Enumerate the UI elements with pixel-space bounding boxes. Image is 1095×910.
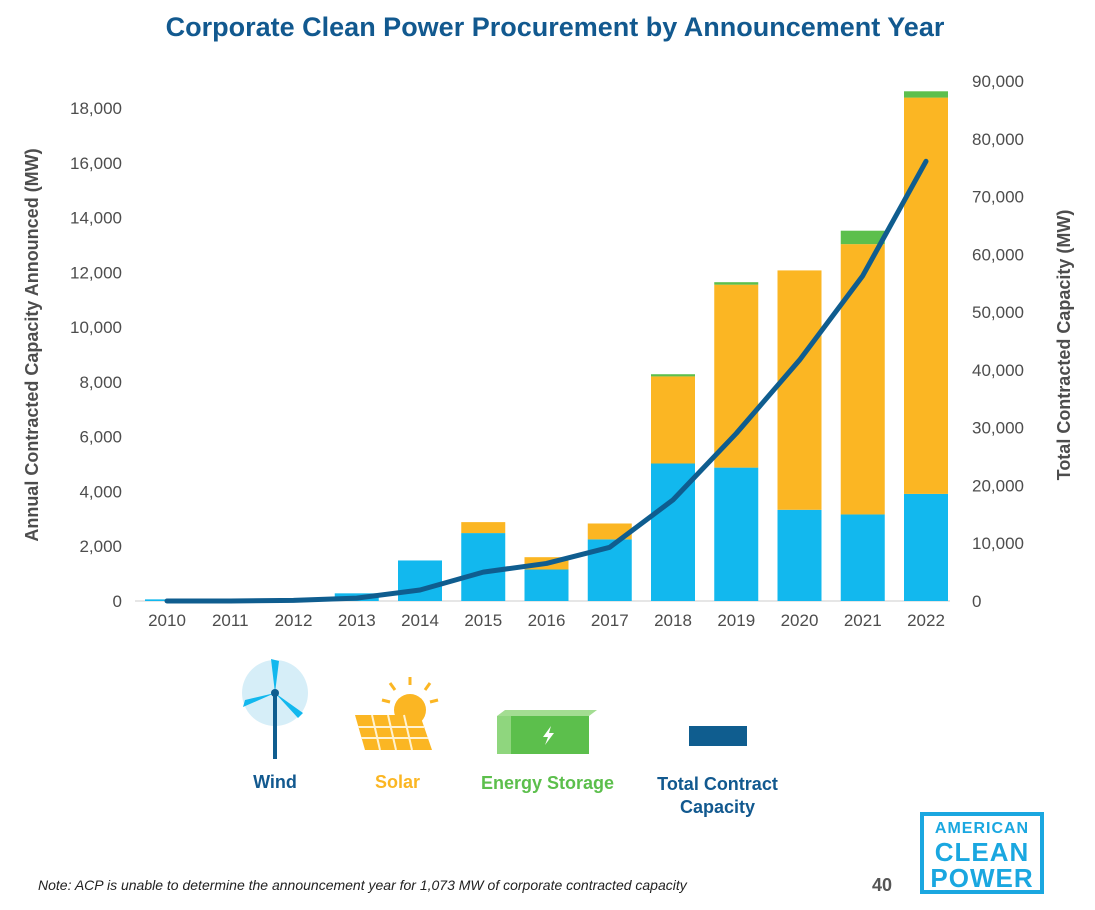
x-tick-label: 2018: [654, 611, 692, 630]
logo-line1: AMERICAN: [934, 820, 1030, 837]
logo-line3: POWER: [930, 863, 1034, 893]
y2-axis-title: Total Contracted Capacity (MW): [1054, 210, 1074, 481]
y-axis: 0 2,000 4,000 6,000 8,000 10,000 12,000 14,000 1…: [70, 99, 122, 611]
x-tick-label: 2021: [844, 611, 882, 630]
y2-tick-label: 80,000: [972, 130, 1024, 149]
x-tick-label: 2011: [212, 611, 249, 630]
bar-solar-2022: [904, 97, 948, 494]
y-tick-label: 6,000: [79, 428, 122, 447]
bar-energy-storage-2019: [714, 282, 759, 285]
legend-storage-icon: [497, 710, 597, 754]
bar-wind-2021: [840, 514, 885, 601]
total-line-group: [164, 158, 929, 604]
bar-solar-2020: [777, 270, 822, 510]
bar-wind-2016: [524, 569, 569, 601]
legend-total-label-line1: Total Contract: [657, 774, 778, 794]
bar-energy-storage-2022: [904, 91, 948, 98]
x-tick-label: 2020: [781, 611, 819, 630]
y2-tick-label: 40,000: [972, 361, 1024, 380]
legend-solar-label: Solar: [374, 772, 421, 792]
bar-energy-storage-2018: [651, 374, 695, 377]
bar-energy-storage-2021: [840, 230, 885, 245]
y2-axis: 0 10,000 20,000 30,000 40,000 50,000 60,000 70,…: [972, 72, 1024, 611]
x-tick-label: 2013: [338, 611, 376, 630]
legend-total-label: Total Contract Capacity: [640, 773, 795, 819]
bar-solar-2018: [651, 376, 695, 464]
legend-wind-label: Wind: [253, 772, 297, 792]
y2-tick-label: 90,000: [972, 72, 1024, 91]
x-tick-label: 2012: [275, 611, 313, 630]
y2-tick-label: 10,000: [972, 534, 1024, 553]
logo-line2: CLEAN: [934, 837, 1030, 867]
x-tick-label: 2019: [717, 611, 755, 630]
bar-solar-2017: [587, 523, 632, 540]
bar-wind-2015: [461, 533, 506, 601]
x-tick-label: 2016: [528, 611, 566, 630]
y2-tick-label: 20,000: [972, 476, 1024, 495]
x-tick-label: 2014: [401, 611, 439, 630]
x-tick-label: 2010: [148, 611, 186, 630]
y-tick-label: 14,000: [70, 209, 122, 228]
bar-solar-2015: [461, 522, 506, 534]
legend-wind-icon: [242, 659, 308, 759]
legend-solar-icon: [355, 677, 439, 751]
y-axis-title: Annual Contracted Capacity Announced (MW…: [22, 148, 42, 541]
legend-total-swatch: [689, 726, 747, 746]
y-tick-label: 16,000: [70, 154, 122, 173]
y-tick-label: 10,000: [70, 318, 122, 337]
y-tick-label: 2,000: [79, 537, 122, 556]
bar-solar-2019: [714, 284, 759, 468]
y-tick-label: 12,000: [70, 263, 122, 282]
total-contract-capacity-line: [164, 158, 929, 604]
x-tick-label: 2017: [591, 611, 629, 630]
y-tick-label: 18,000: [70, 99, 122, 118]
y-tick-label: 0: [113, 592, 122, 611]
chart-area: Annual Contracted Capacity Announced (MW…: [22, 72, 1074, 630]
bar-wind-2014: [398, 560, 442, 601]
bars-group: [145, 91, 948, 601]
y-tick-label: 8,000: [79, 373, 122, 392]
x-tick-label: 2022: [907, 611, 945, 630]
y2-tick-label: 50,000: [972, 303, 1024, 322]
bar-wind-2020: [777, 509, 822, 601]
page-number: 40: [872, 875, 893, 895]
bar-solar-2021: [840, 244, 885, 515]
x-axis: 2010 2011 2012 2013 2014 2015 2016 2017 2018 2019…: [148, 611, 945, 630]
legend-storage-label: Energy Storage: [480, 773, 615, 793]
y2-tick-label: 70,000: [972, 188, 1024, 207]
american-clean-power-logo: AMERICAN CLEAN POWER: [920, 812, 1044, 894]
y-tick-label: 4,000: [79, 482, 122, 501]
bar-wind-2019: [714, 467, 759, 601]
bar-wind-2022: [904, 493, 948, 601]
footnote: Note: ACP is unable to determine the ann…: [38, 877, 687, 893]
y2-tick-label: 30,000: [972, 419, 1024, 438]
legend-total-label-line2: Capacity: [679, 797, 756, 817]
x-tick-label: 2015: [464, 611, 502, 630]
y2-tick-label: 0: [972, 592, 981, 611]
chart-title: Corporate Clean Power Procurement by Ann…: [165, 12, 945, 42]
y2-tick-label: 60,000: [972, 245, 1024, 264]
